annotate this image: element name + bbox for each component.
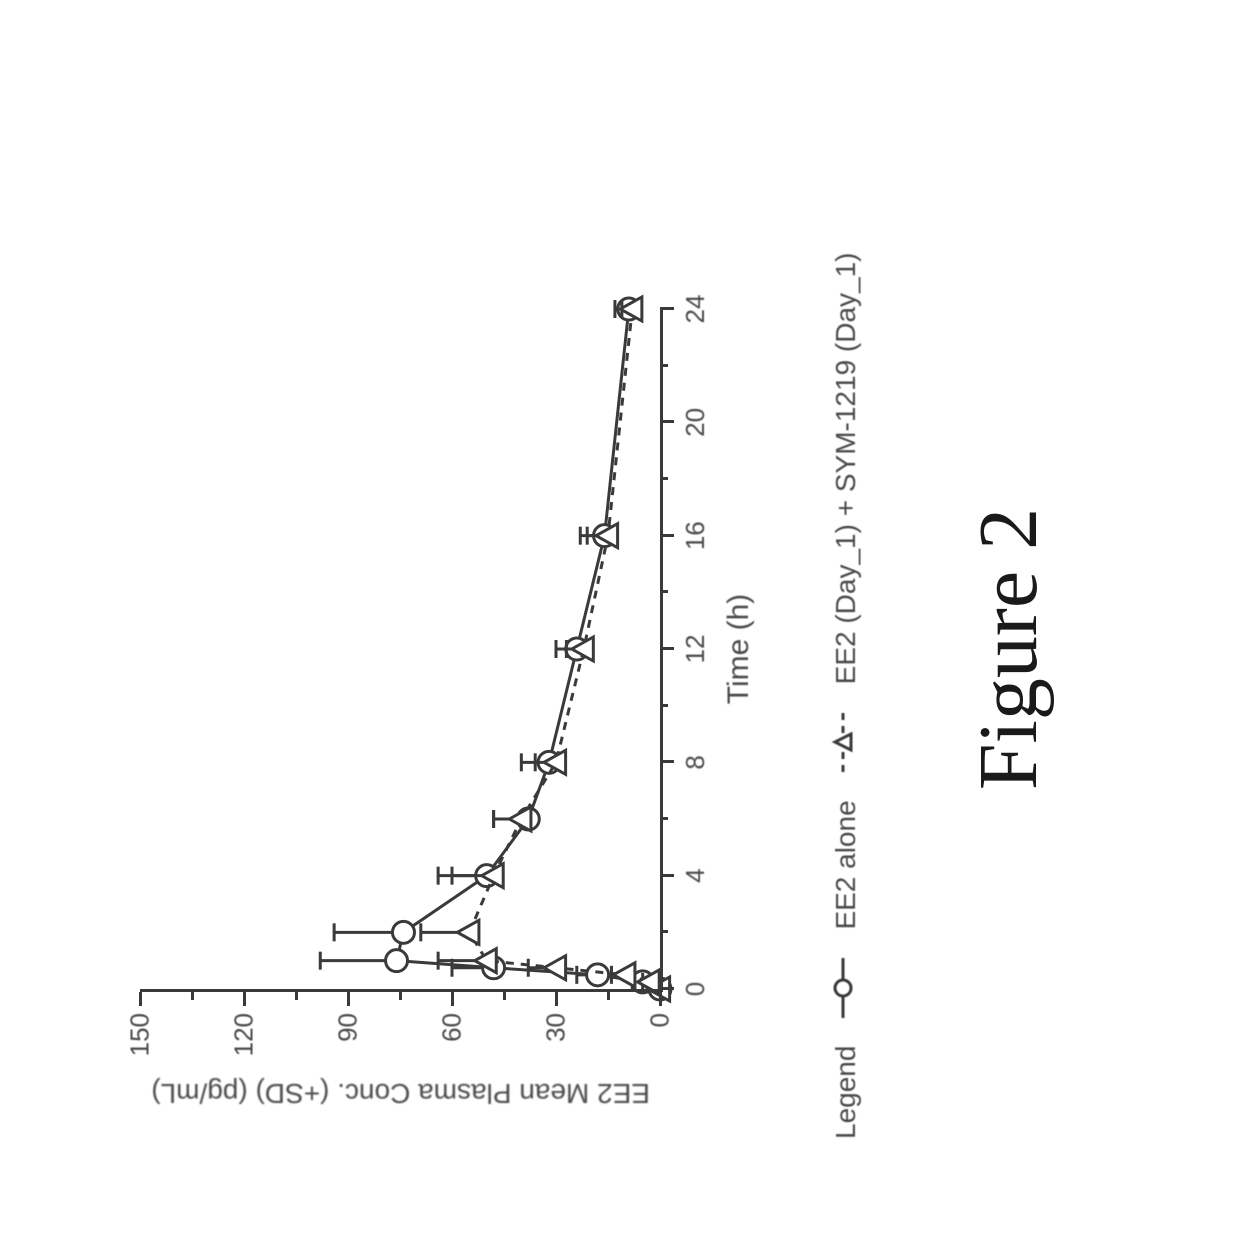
y-axis-label: EE2 Mean Plasma Conc. (+SD) (pg/mL): [151, 1077, 650, 1109]
figure-label: Figure 2: [960, 508, 1057, 790]
x-tick-label: 4: [680, 868, 711, 882]
y-tick-label: 60: [437, 1013, 468, 1073]
x-tick-label: 8: [680, 755, 711, 769]
y-tick-label: 0: [645, 1013, 676, 1073]
y-tick-label: 90: [333, 1013, 364, 1073]
chart-area: 048121620240306090120150: [140, 309, 660, 989]
data-svg: [140, 309, 660, 989]
legend-label-series-0: EE2 alone: [830, 800, 862, 929]
rotated-content: 048121620240306090120150 EE2 Mean Plasma…: [0, 0, 1240, 1259]
legend-label-series-1: EE2 (Day_1) + SYM-1219 (Day_1): [830, 252, 862, 684]
x-tick-label: 0: [680, 982, 711, 996]
x-tick-label: 12: [680, 635, 711, 664]
legend-symbol-series-1: [830, 712, 862, 772]
page-stage: 048121620240306090120150 EE2 Mean Plasma…: [0, 0, 1240, 1259]
y-tick-label: 150: [125, 1013, 156, 1073]
y-tick-label: 30: [541, 1013, 572, 1073]
y-tick-label: 120: [229, 1013, 260, 1073]
series-0: [320, 298, 671, 1000]
x-tick-label: 24: [680, 295, 711, 324]
legend-title: Legend: [830, 1046, 862, 1139]
legend-symbol-series-0: [830, 958, 862, 1018]
x-axis-label: Time (h): [722, 594, 756, 705]
x-tick-label: 20: [680, 408, 711, 437]
x-tick-label: 16: [680, 521, 711, 550]
legend: Legend EE2 alone EE2 (Day_1) + SYM-1219 …: [830, 252, 862, 1139]
